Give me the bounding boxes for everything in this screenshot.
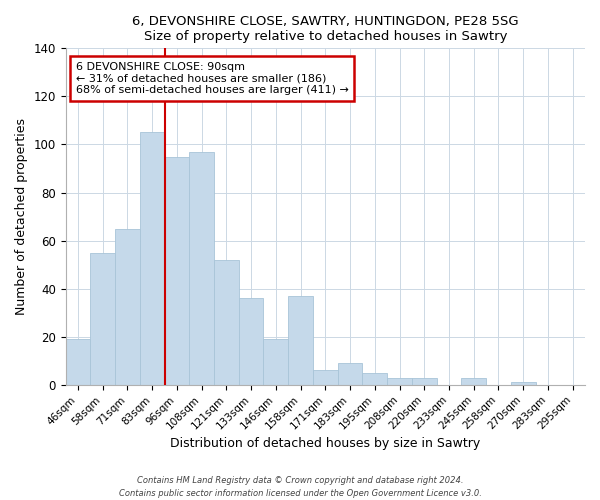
X-axis label: Distribution of detached houses by size in Sawtry: Distribution of detached houses by size …	[170, 437, 481, 450]
Bar	[140, 132, 164, 385]
Bar	[239, 298, 263, 385]
Bar	[190, 152, 214, 385]
Bar	[288, 296, 313, 385]
Text: Contains HM Land Registry data © Crown copyright and database right 2024.
Contai: Contains HM Land Registry data © Crown c…	[119, 476, 481, 498]
Bar	[412, 378, 437, 385]
Bar	[461, 378, 486, 385]
Title: 6, DEVONSHIRE CLOSE, SAWTRY, HUNTINGDON, PE28 5SG
Size of property relative to d: 6, DEVONSHIRE CLOSE, SAWTRY, HUNTINGDON,…	[132, 15, 518, 43]
Bar	[115, 228, 140, 385]
Bar	[65, 339, 91, 385]
Bar	[387, 378, 412, 385]
Bar	[313, 370, 338, 385]
Text: 6 DEVONSHIRE CLOSE: 90sqm
← 31% of detached houses are smaller (186)
68% of semi: 6 DEVONSHIRE CLOSE: 90sqm ← 31% of detac…	[76, 62, 349, 95]
Bar	[263, 339, 288, 385]
Bar	[91, 252, 115, 385]
Bar	[362, 373, 387, 385]
Bar	[164, 156, 190, 385]
Bar	[511, 382, 536, 385]
Bar	[214, 260, 239, 385]
Y-axis label: Number of detached properties: Number of detached properties	[15, 118, 28, 315]
Bar	[338, 363, 362, 385]
